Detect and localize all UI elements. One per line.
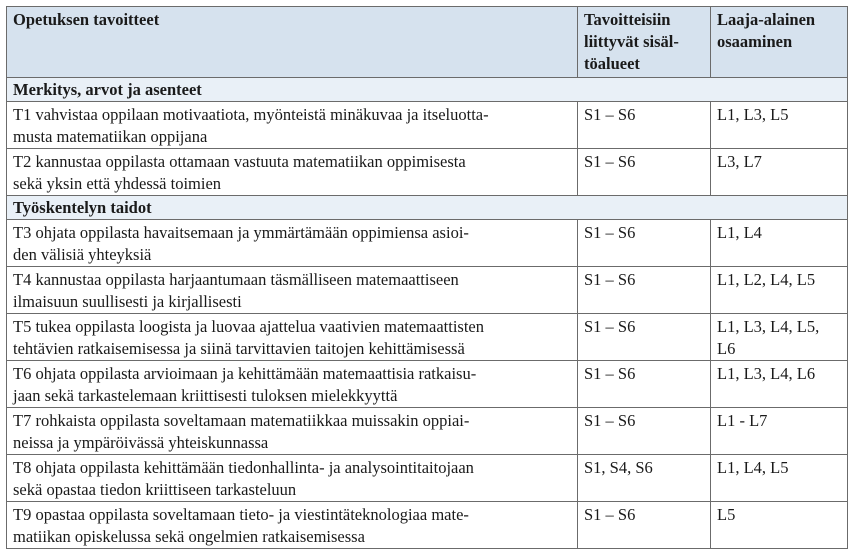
text-line: L3, L7 [717, 152, 762, 171]
text-line: T6 ohjata oppilasta arvioimaan ja kehitt… [13, 364, 477, 383]
text-line: L1, L4 [717, 223, 762, 242]
competence-cell: L1, L3, L5 [710, 101, 848, 149]
goal-cell: T5 tukea oppilasta loogista ja luovaa aj… [6, 313, 578, 361]
text-line: sekä yksin että yhdessä toimien [13, 174, 222, 193]
goal-cell: T6 ohjata oppilasta arvioimaan ja kehitt… [6, 360, 578, 408]
text-line: T7 rohkaista oppilasta soveltamaan matem… [13, 411, 470, 430]
competence-cell: L3, L7 [710, 148, 848, 196]
text-line: Tavoitteisiin [584, 10, 671, 29]
competence-cell: L1, L2, L4, L5 [710, 266, 848, 314]
section-title: Merkitys, arvot ja asenteet [6, 77, 848, 102]
text-line: T5 tukea oppilasta loogista ja luovaa aj… [13, 317, 484, 336]
content-cell: S1 – S6 [577, 148, 711, 196]
competence-cell: L1, L4, L5 [710, 454, 848, 502]
competence-cell: L1, L4 [710, 219, 848, 267]
goal-row: T7 rohkaista oppilasta soveltamaan matem… [6, 407, 848, 455]
text-line: matiikan opiskelussa sekä ongelmien ratk… [13, 527, 365, 546]
text-line: T1 vahvistaa oppilaan motivaatiota, myön… [13, 105, 489, 124]
section-row: Merkitys, arvot ja asenteet [6, 77, 848, 102]
text-line: töalueet [584, 54, 640, 73]
text-line: T8 ohjata oppilasta kehittämään tiedonha… [13, 458, 474, 477]
goal-cell: T2 kannustaa oppilasta ottamaan vastuuta… [6, 148, 578, 196]
competence-cell: L1, L3, L4, L5, L6 [710, 313, 848, 361]
goal-cell: T3 ohjata oppilasta havaitsemaan ja ymmä… [6, 219, 578, 267]
text-line: L6 [717, 339, 736, 358]
competence-cell: L5 [710, 501, 848, 549]
text-line: liittyvät sisäl- [584, 32, 679, 51]
text-line: sekä opastaa tiedon kriittiseen tarkaste… [13, 480, 297, 499]
goal-row: T9 opastaa oppilasta soveltamaan tieto- … [6, 501, 848, 549]
goal-row: T3 ohjata oppilasta havaitsemaan ja ymmä… [6, 219, 848, 267]
text-line: L1, L3, L4, L6 [717, 364, 816, 383]
text-line: ilmaisuun suullisesti ja kirjallisesti [13, 292, 242, 311]
goal-cell: T7 rohkaista oppilasta soveltamaan matem… [6, 407, 578, 455]
content-cell: S1 – S6 [577, 219, 711, 267]
header-row: Opetuksen tavoitteet Tavoitteisiin liittyv… [6, 6, 848, 78]
text-line: neissa ja ympäröivässä yhteiskunnassa [13, 433, 269, 452]
goal-cell: T4 kannustaa oppilasta harjaantumaan täs… [6, 266, 578, 314]
goal-row: T6 ohjata oppilasta arvioimaan ja kehitt… [6, 360, 848, 408]
section-row: Työskentelyn taidot [6, 195, 848, 220]
goal-cell: T1 vahvistaa oppilaan motivaatiota, myön… [6, 101, 578, 149]
text-line: musta matematiikan oppijana [13, 127, 208, 146]
text-line: L5 [717, 505, 736, 524]
text-line: L1, L3, L5 [717, 105, 789, 124]
goals-table: Opetuksen tavoitteet Tavoitteisiin liittyv… [6, 6, 848, 549]
text-line: Laaja-alainen [717, 10, 816, 29]
goal-cell: T8 ohjata oppilasta kehittämään tiedonha… [6, 454, 578, 502]
goal-row: T8 ohjata oppilasta kehittämään tiedonha… [6, 454, 848, 502]
goal-row: T5 tukea oppilasta loogista ja luovaa aj… [6, 313, 848, 361]
goal-row: T2 kannustaa oppilasta ottamaan vastuuta… [6, 148, 848, 196]
text-line: T2 kannustaa oppilasta ottamaan vastuuta… [13, 152, 466, 171]
goal-row: T4 kannustaa oppilasta harjaantumaan täs… [6, 266, 848, 314]
text-line: T4 kannustaa oppilasta harjaantumaan täs… [13, 270, 459, 289]
text-line: osaaminen [717, 32, 793, 51]
text-line: tehtävien ratkaisemisessa ja siinä tarvi… [13, 339, 465, 358]
content-cell: S1 – S6 [577, 313, 711, 361]
content-cell: S1 – S6 [577, 101, 711, 149]
header-cell: Tavoitteisiin liittyvät sisäl-töalueet [577, 6, 711, 78]
content-cell: S1, S4, S6 [577, 454, 711, 502]
text-line: L1, L3, L4, L5, [717, 317, 820, 336]
text-line: T9 opastaa oppilasta soveltamaan tieto- … [13, 505, 469, 524]
text-line: L1 - L7 [717, 411, 768, 430]
header-cell: Opetuksen tavoitteet [6, 6, 578, 78]
text-line: den välisiä yhteyksiä [13, 245, 152, 264]
content-cell: S1 – S6 [577, 266, 711, 314]
text-line: L1, L2, L4, L5 [717, 270, 816, 289]
goal-row: T1 vahvistaa oppilaan motivaatiota, myön… [6, 101, 848, 149]
competence-cell: L1 - L7 [710, 407, 848, 455]
competence-cell: L1, L3, L4, L6 [710, 360, 848, 408]
content-cell: S1 – S6 [577, 501, 711, 549]
content-cell: S1 – S6 [577, 360, 711, 408]
text-line: jaan sekä tarkastelemaan kriittisesti tu… [13, 386, 398, 405]
content-cell: S1 – S6 [577, 407, 711, 455]
text-line: Opetuksen tavoitteet [13, 10, 160, 29]
text-line: T3 ohjata oppilasta havaitsemaan ja ymmä… [13, 223, 469, 242]
goal-cell: T9 opastaa oppilasta soveltamaan tieto- … [6, 501, 578, 549]
text-line: L1, L4, L5 [717, 458, 789, 477]
header-cell: Laaja-alainen osaaminen [710, 6, 848, 78]
section-title: Työskentelyn taidot [6, 195, 848, 220]
